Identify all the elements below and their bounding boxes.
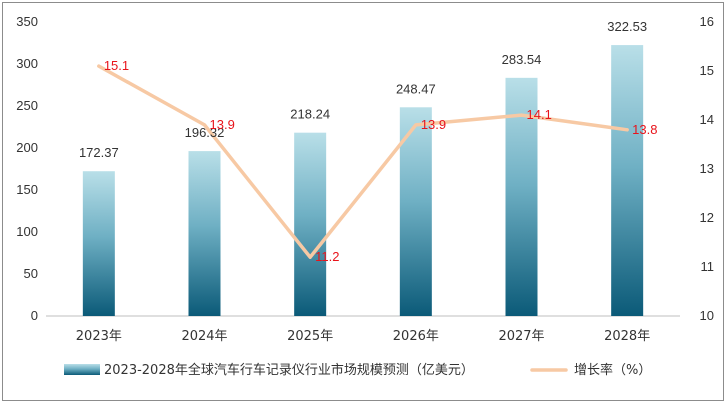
bar-value-label: 283.54 <box>502 52 542 67</box>
y-right-tick-label: 14 <box>700 112 714 127</box>
x-tick-label: 2026年 <box>393 329 439 344</box>
bar <box>399 107 432 316</box>
y-right-tick-label: 12 <box>700 210 714 225</box>
data-labels: 172.37 196.32 218.24 248.47 283.54 322.53 15.1… <box>79 19 658 264</box>
y-left-tick-label: 150 <box>16 182 38 197</box>
y-left-tick-label: 250 <box>16 98 38 113</box>
chart-frame <box>2 2 724 401</box>
line-point <box>308 255 312 259</box>
bar-value-label: 322.53 <box>607 19 647 34</box>
y-right-tick-label: 11 <box>701 259 715 274</box>
line-value-label: 13.9 <box>421 117 446 132</box>
y-left-tick-label: 300 <box>16 56 38 71</box>
bar-value-label: 172.37 <box>79 145 119 160</box>
x-tick-label: 2024年 <box>181 329 227 344</box>
bar-value-label: 196.32 <box>185 125 225 140</box>
x-tick-label: 2027年 <box>498 329 544 344</box>
line-point <box>414 123 418 127</box>
x-tick-label: 2023年 <box>76 329 122 344</box>
bar-series <box>82 45 644 316</box>
axes: 0 50 100 150 200 250 300 350 10 11 12 13 14 15 16 2023年… <box>16 14 714 344</box>
line-value-label: 15.1 <box>104 58 129 73</box>
legend-line-label: 增长率（%） <box>574 362 651 378</box>
y-left-tick-label: 0 <box>31 308 38 323</box>
x-tick-label: 2028年 <box>604 329 650 344</box>
bar-value-label: 218.24 <box>290 107 330 122</box>
line-point <box>97 64 101 68</box>
legend-bar-label: 2023-2028年全球汽车行车记录仪行业市场规模预测（亿美元） <box>104 362 474 378</box>
bar <box>82 171 115 316</box>
y-left-tick-label: 200 <box>16 140 38 155</box>
line-value-label: 11.2 <box>315 249 339 264</box>
line-point <box>625 128 629 132</box>
line-value-label: 14.1 <box>527 107 552 122</box>
y-right-tick-label: 10 <box>700 308 714 323</box>
growth-rate-line <box>97 64 629 259</box>
legend-bar-swatch <box>64 364 100 375</box>
bar <box>611 45 644 316</box>
y-right-tick-label: 13 <box>700 161 714 176</box>
y-right-tick-label: 16 <box>700 14 714 29</box>
line-point <box>203 123 206 127</box>
y-left-tick-label: 100 <box>16 224 38 239</box>
line-value-label: 13.9 <box>210 117 235 132</box>
bar <box>188 151 221 316</box>
y-right-tick-label: 15 <box>700 63 714 78</box>
line-point <box>520 113 523 117</box>
y-left-tick-label: 350 <box>16 14 38 29</box>
x-tick-label: 2025年 <box>287 329 333 344</box>
legend: 2023-2028年全球汽车行车记录仪行业市场规模预测（亿美元） 增长率（%） <box>64 362 651 378</box>
bar-value-label: 248.47 <box>396 81 436 96</box>
line-value-label: 13.8 <box>632 122 657 137</box>
line-series <box>97 64 629 259</box>
bar <box>294 132 327 316</box>
y-left-tick-label: 50 <box>24 266 38 281</box>
